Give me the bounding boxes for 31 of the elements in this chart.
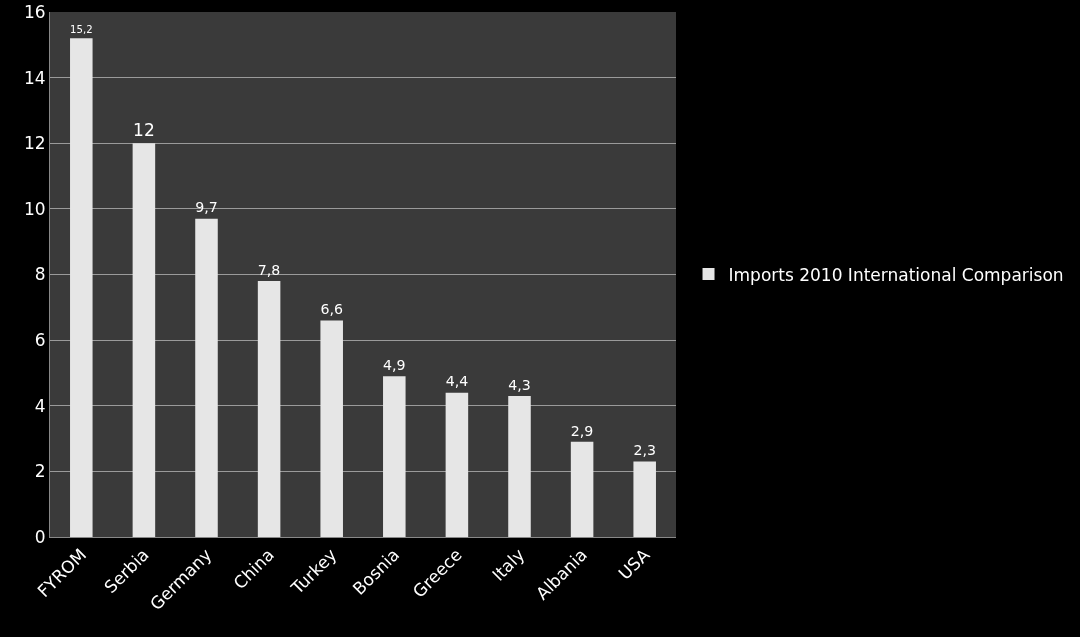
data-label: 15,2 xyxy=(70,23,93,35)
x-tick-label: USA xyxy=(614,544,654,584)
bar xyxy=(383,376,406,537)
y-tick-label: 12 xyxy=(23,133,46,154)
legend-label: Imports 2010 International Comparison xyxy=(728,264,1064,285)
data-label: 6,6 xyxy=(320,301,343,318)
y-tick-label: 10 xyxy=(23,198,46,219)
y-tick-label: 4 xyxy=(34,395,46,416)
data-label: 4,3 xyxy=(508,376,531,393)
data-label: 2,3 xyxy=(633,442,656,459)
bar xyxy=(132,143,156,537)
bar xyxy=(320,320,343,537)
bar xyxy=(445,392,469,537)
bar xyxy=(257,281,281,537)
y-tick-label: 8 xyxy=(34,264,46,285)
y-tick-label: 6 xyxy=(34,330,46,351)
y-tick-label: 2 xyxy=(34,461,46,482)
data-label: 4,9 xyxy=(383,356,406,373)
bar xyxy=(570,441,594,537)
bar xyxy=(633,461,656,537)
data-label: 9,7 xyxy=(195,199,218,216)
bar xyxy=(70,38,93,537)
y-tick-label: 0 xyxy=(34,526,46,547)
data-label: 2,9 xyxy=(570,422,594,439)
data-label: 7,8 xyxy=(257,261,281,278)
bar xyxy=(508,395,531,537)
y-tick-label: 16 xyxy=(23,1,46,22)
data-label: 12 xyxy=(133,120,155,141)
data-label: 4,4 xyxy=(445,373,469,390)
y-tick-label: 14 xyxy=(23,67,46,88)
bar xyxy=(195,218,218,537)
